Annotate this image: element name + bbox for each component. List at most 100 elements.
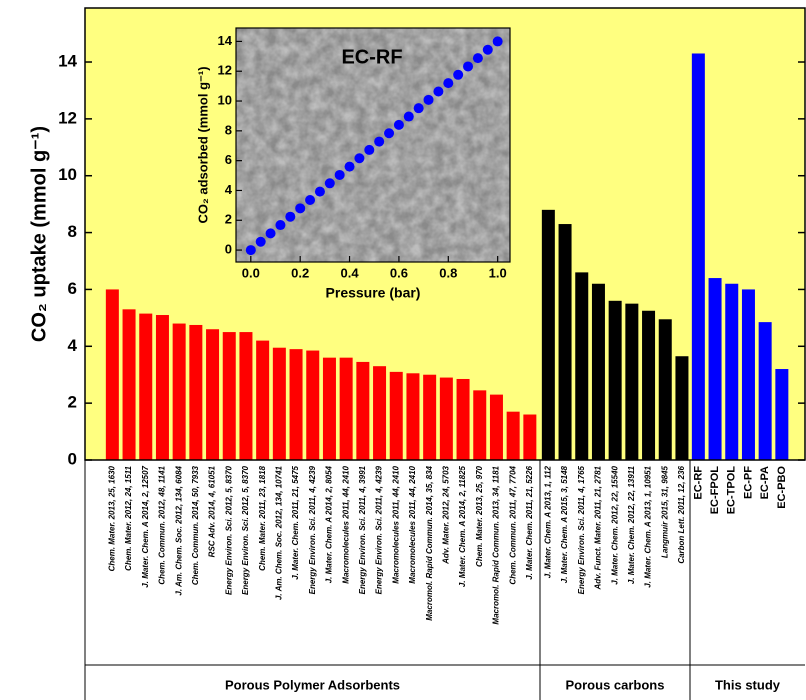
x-tick-label: Energy Environ. Sci. 2011, 4, 3991 xyxy=(358,465,367,594)
bar xyxy=(591,283,605,460)
x-tick-label: J. Mater. Chem. A 2015, 3, 5148 xyxy=(560,465,569,583)
x-tick-label: 0.2 xyxy=(291,265,309,280)
bar xyxy=(741,289,755,460)
x-tick-label: Chem. Mater. 2012, 24, 1511 xyxy=(124,465,133,570)
point xyxy=(285,211,296,222)
y-tick-label: 0 xyxy=(68,449,77,468)
x-tick-label: Chem. Commun. 2012, 48, 1141 xyxy=(158,465,167,584)
bar xyxy=(675,356,689,460)
inset-frame xyxy=(235,27,511,263)
y-tick-label: 12 xyxy=(58,108,77,127)
x-tick-label: Energy Environ. Sci. 2012, 5, 8370 xyxy=(224,465,233,595)
y-tick-label: 14 xyxy=(218,33,233,48)
bar xyxy=(708,278,722,460)
point xyxy=(453,69,464,80)
x-tick-label: Adv. Funct. Mater. 2011, 21, 2781 xyxy=(594,465,603,590)
x-tick-label: Macromol. Rapid Commun. 2013, 34, 1181 xyxy=(492,465,501,624)
y-axis-title: CO₂ adsorbed (mmol g⁻¹) xyxy=(195,66,210,223)
x-tick-label: Macromol. Rapid Commun. 2014, 35, 834 xyxy=(425,465,434,620)
x-tick-label: Chem. Mater. 2013, 25, 1630 xyxy=(107,465,116,571)
bar xyxy=(239,332,253,460)
bar xyxy=(105,289,119,460)
point xyxy=(275,220,286,231)
bar xyxy=(523,414,537,460)
bar xyxy=(658,319,672,460)
point xyxy=(255,236,266,247)
group-label: Porous Polymer Adsorbents xyxy=(225,677,400,692)
x-tick-label: Energy Environ. Sci. 2011, 4, 1765 xyxy=(577,465,586,594)
bar xyxy=(389,371,403,460)
point xyxy=(344,161,355,172)
y-tick-label: 8 xyxy=(68,222,77,241)
bar xyxy=(758,322,772,460)
bar xyxy=(725,283,739,460)
point xyxy=(295,203,306,214)
x-tick-label: Chem. Commun. 2014, 50, 7933 xyxy=(191,465,200,585)
bar xyxy=(139,313,153,460)
bar xyxy=(423,374,437,460)
x-tick-label: Energy Environ. Sci. 2011, 4, 4239 xyxy=(375,465,384,594)
bar xyxy=(541,209,555,460)
bar xyxy=(456,378,470,460)
x-tick-label: J. Mater. Chem. 2011, 21, 5226 xyxy=(525,465,534,579)
x-tick-label: Adv. Mater. 2012, 24, 5703 xyxy=(441,465,450,564)
x-tick-label: RSC Adv. 2014, 4, 61051 xyxy=(208,465,217,557)
bar xyxy=(373,366,387,460)
point xyxy=(393,119,404,130)
x-tick-label: Chem. Mater. 2011, 23, 1818 xyxy=(258,465,267,570)
x-tick-label: J. Am. Chem. Soc. 2012, 134, 10741 xyxy=(274,465,283,600)
point xyxy=(403,111,414,122)
x-tick-label: J. Mater. Chem. 2012, 22, 15540 xyxy=(610,465,619,584)
bar xyxy=(506,411,520,460)
group-label: This study xyxy=(715,677,781,692)
bar xyxy=(356,361,370,460)
annotation: EC-RF xyxy=(341,46,402,68)
x-axis-title: Pressure (bar) xyxy=(326,285,421,301)
x-tick-label: Energy Environ. Sci. 2011, 4, 4239 xyxy=(308,465,317,594)
x-tick-label: 0.6 xyxy=(390,265,408,280)
group-label: Porous carbons xyxy=(566,677,665,692)
bar xyxy=(256,340,270,460)
x-tick-label: EC-TPOL xyxy=(726,466,738,515)
bar xyxy=(339,357,353,460)
x-tick-label: Energy Environ. Sci. 2012, 5, 8370 xyxy=(241,465,250,595)
bar xyxy=(439,377,453,460)
x-tick-label: EC-PBO xyxy=(776,466,788,509)
bar xyxy=(775,369,789,460)
bar xyxy=(575,272,589,460)
bar xyxy=(172,323,186,460)
point xyxy=(463,61,474,72)
point xyxy=(334,169,345,180)
x-tick-label: 0.4 xyxy=(341,265,360,280)
x-tick-label: EC-RF xyxy=(692,466,704,500)
x-tick-label: Macromolecules 2011, 44, 2410 xyxy=(341,465,350,583)
y-tick-label: 2 xyxy=(225,212,232,227)
y-tick-label: 6 xyxy=(68,279,77,298)
x-tick-label: 0.8 xyxy=(439,265,457,280)
point xyxy=(374,136,385,147)
x-tick-label: J. Mater. Chem. A 2014, 2, 8054 xyxy=(325,465,334,583)
x-tick-label: Carbon Lett. 2011, 12, 236 xyxy=(677,465,686,563)
bar xyxy=(489,394,503,460)
x-tick-label: 1.0 xyxy=(489,265,507,280)
x-tick-label: J. Mater. Chem. 2011, 21, 5475 xyxy=(291,465,300,579)
x-tick-label: Macromolecules 2011, 44, 2410 xyxy=(391,465,400,583)
bar xyxy=(473,390,487,460)
bar xyxy=(306,350,320,460)
y-tick-label: 10 xyxy=(58,165,77,184)
point xyxy=(423,94,434,105)
y-tick-label: 12 xyxy=(218,63,232,78)
point xyxy=(245,245,256,256)
plot-frame xyxy=(84,7,806,461)
bar xyxy=(272,347,286,460)
point xyxy=(265,228,276,239)
bar xyxy=(691,53,705,460)
x-tick-label: J. Mater. Chem. 2012, 22, 13911 xyxy=(627,465,636,584)
point xyxy=(324,178,335,189)
y-tick-label: 6 xyxy=(225,152,232,167)
x-tick-label: Macromolecules 2011, 44, 2410 xyxy=(408,465,417,583)
bar xyxy=(155,315,169,460)
x-tick-label: J. Mater. Chem. A 2014, 2, 12507 xyxy=(141,465,150,587)
y-tick-label: 14 xyxy=(58,51,77,70)
